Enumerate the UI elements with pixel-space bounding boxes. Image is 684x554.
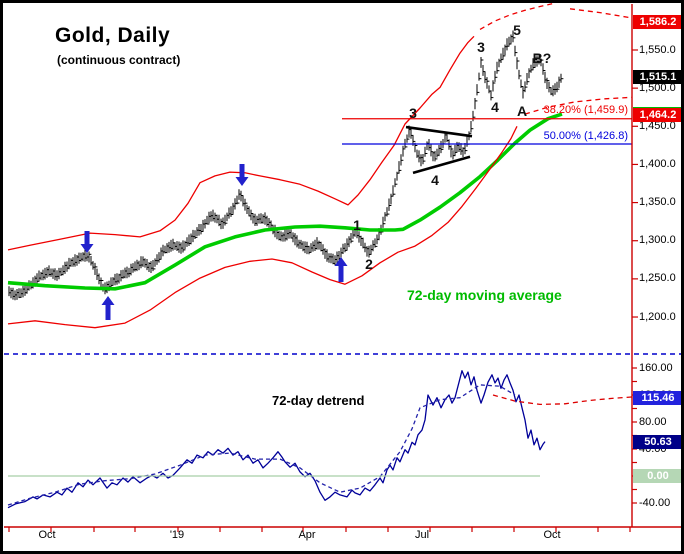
wave-label: A	[516, 103, 528, 119]
x-axis-month-label: '19	[169, 529, 185, 541]
signal-arrow-up-icon	[101, 296, 115, 320]
x-axis-month-label: Oct	[543, 529, 561, 541]
signal-arrow-down-icon	[80, 231, 94, 253]
lower-envelope	[7, 126, 518, 329]
price-tick-label: 1,500.0	[639, 81, 676, 94]
wave-label: 5	[513, 22, 521, 38]
wave-label: 4	[431, 172, 439, 188]
upper-envelope	[7, 35, 475, 251]
detrend-panel-title: 72-day detrend	[272, 393, 365, 408]
detrend-projection	[492, 394, 633, 406]
detrend-smoothed	[7, 384, 516, 506]
wave-label: 3	[477, 39, 485, 55]
detrend-badge: 115.46	[633, 391, 683, 406]
upper-envelope-projection	[479, 2, 554, 30]
price-badge: 1,464.2	[633, 108, 683, 123]
upper-envelope-projection-2	[569, 8, 633, 19]
price-tick-label: 1,550.0	[639, 43, 676, 56]
price-tick-label: 1,400.0	[639, 157, 676, 170]
signal-arrow-down-icon	[235, 164, 249, 186]
chart-subtitle: (continuous contract)	[57, 53, 181, 67]
ma-72	[7, 112, 563, 291]
price-tick-label: 1,300.0	[639, 234, 676, 247]
price-bars	[8, 30, 564, 301]
detrend-tick-label: 80.00	[639, 415, 667, 428]
fib-500-label: 50.00% (1,426.8)	[543, 130, 628, 142]
price-tick-label: 1,350.0	[639, 196, 676, 209]
price-badge: 1,586.2	[633, 15, 683, 30]
detrend-badge: 0.00	[633, 469, 683, 483]
triangle-lower-trendline	[412, 155, 471, 175]
detrend-tick-label: 160.00	[639, 361, 673, 374]
wave-label: 3	[409, 105, 417, 121]
wave-label: 1	[353, 217, 361, 233]
moving-average-annotation: 72-day moving average	[407, 287, 562, 303]
detrend-tick-label: -40.00	[639, 496, 671, 509]
x-axis-month-label: Oct	[38, 529, 56, 541]
x-axis-month-label: Apr	[298, 529, 316, 541]
price-tick-label: 1,250.0	[639, 272, 676, 285]
lower-envelope-projection	[524, 96, 633, 115]
fib-382-label: 38.20% (1,459.9)	[543, 104, 628, 116]
triangle-upper-trendline	[405, 125, 473, 138]
detrend-badge: 50.63	[633, 434, 683, 449]
wave-label: B?	[532, 50, 552, 66]
price-tick-label: 1,450.0	[639, 119, 676, 132]
chart-title: Gold, Daily	[55, 24, 171, 47]
signal-arrow-up-icon	[334, 257, 348, 282]
x-axis-month-label: Jul	[414, 529, 430, 541]
price-tick-label: 1,200.0	[639, 310, 676, 323]
wave-label: 4	[491, 99, 499, 115]
wave-label: 2	[365, 256, 373, 272]
price-badge: 1,515.1	[633, 69, 683, 84]
detrend	[7, 370, 546, 509]
